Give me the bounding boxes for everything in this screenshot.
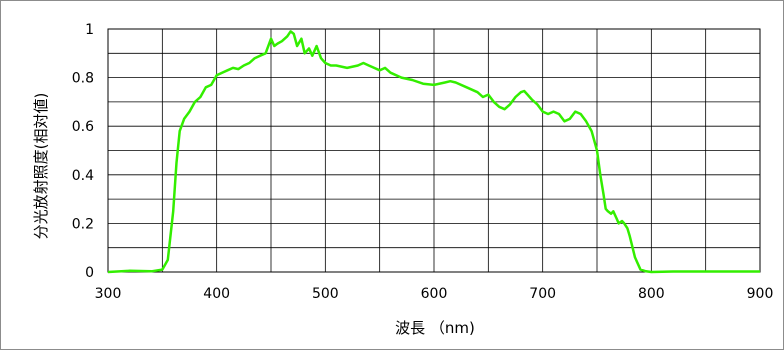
y-tick-label: 0 — [85, 265, 94, 281]
x-tick-label: 400 — [203, 286, 230, 302]
gridlines — [107, 28, 761, 273]
x-tick-label: 700 — [529, 286, 556, 302]
y-axis-ticks: 0 0.2 0.4 0.6 0.8 1 — [72, 22, 94, 281]
y-tick-label: 0.8 — [72, 71, 94, 87]
plot-area — [107, 28, 761, 273]
x-axis-ticks: 300 400 500 600 700 800 900 — [95, 286, 774, 302]
x-tick-label: 300 — [95, 286, 122, 302]
y-tick-label: 0.4 — [72, 168, 94, 184]
y-tick-label: 0.6 — [72, 119, 94, 135]
y-tick-label: 1 — [85, 22, 94, 38]
series-line — [107, 30, 760, 274]
x-axis-title: 波長 （nm) — [395, 319, 475, 337]
y-tick-label: 0.2 — [72, 216, 94, 232]
x-tick-label: 600 — [421, 286, 448, 302]
series-layer — [107, 30, 760, 274]
x-tick-label: 900 — [747, 286, 774, 302]
x-tick-label: 800 — [638, 286, 665, 302]
y-axis-title: 分光放射照度(相対値) — [32, 93, 50, 240]
x-tick-label: 500 — [312, 286, 339, 302]
